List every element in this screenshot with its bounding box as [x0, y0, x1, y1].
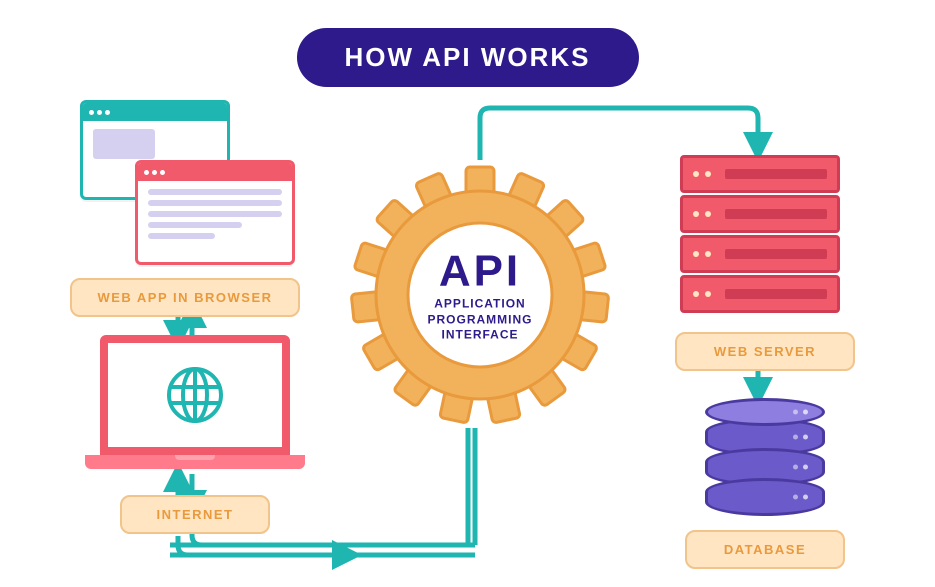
- db-cylinder: [705, 398, 825, 426]
- label-database: DATABASE: [685, 530, 845, 569]
- label-webserver: WEB SERVER: [675, 332, 855, 371]
- api-gear: API APPLICATION PROGRAMMING INTERFACE: [350, 165, 610, 425]
- api-sub2: PROGRAMMING: [428, 312, 533, 328]
- server-unit: [680, 275, 840, 313]
- db-cylinder: [705, 478, 825, 516]
- web-server: [680, 155, 840, 315]
- browser-window-front: [135, 160, 295, 265]
- api-title: API: [428, 247, 533, 297]
- server-unit: [680, 235, 840, 273]
- globe-icon: [165, 365, 225, 425]
- database: [705, 398, 825, 508]
- page-title: HOW API WORKS: [296, 28, 638, 87]
- label-internet: INTERNET: [120, 495, 270, 534]
- browser-windows: [80, 100, 290, 265]
- laptop-internet: [85, 335, 305, 469]
- api-sub1: APPLICATION: [428, 297, 533, 313]
- server-unit: [680, 155, 840, 193]
- server-unit: [680, 195, 840, 233]
- api-sub3: INTERFACE: [428, 328, 533, 344]
- label-browser: WEB APP IN BROWSER: [70, 278, 300, 317]
